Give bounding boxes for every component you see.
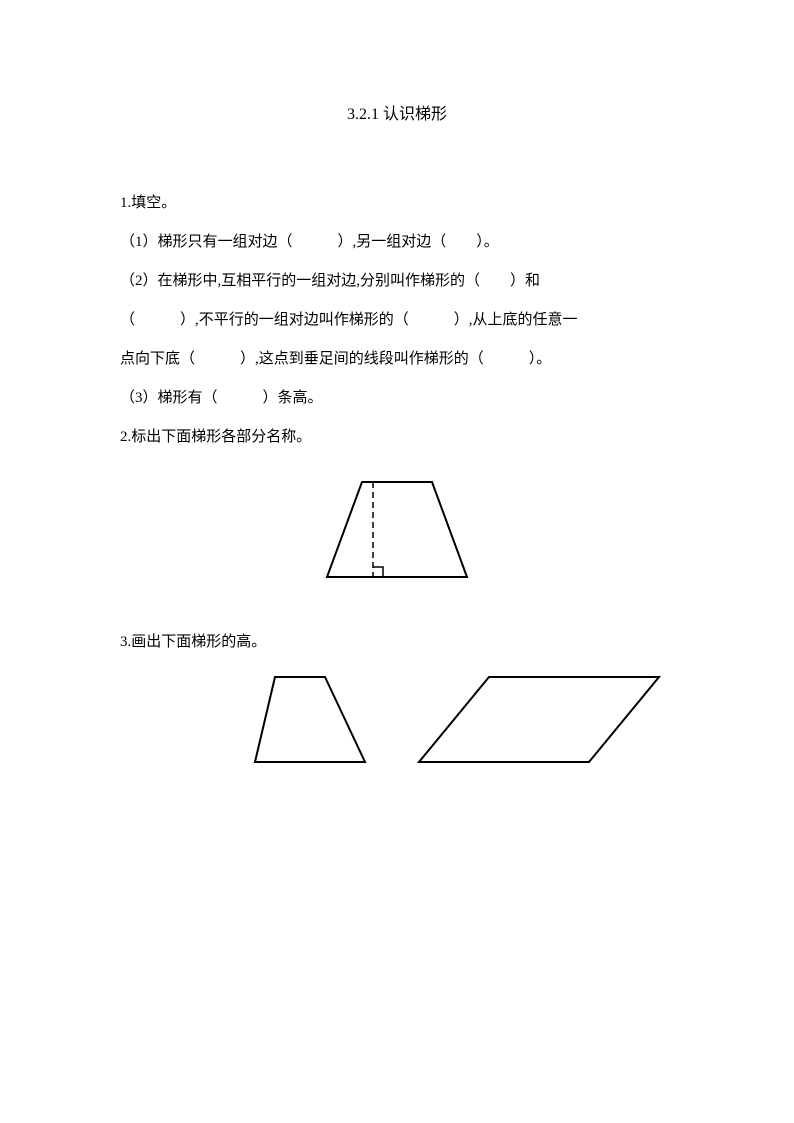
q2-label: 2.标出下面梯形各部分名称。 — [120, 418, 674, 457]
trapezoid-icon — [245, 672, 375, 772]
q1-label: 1.填空。 — [120, 184, 674, 223]
q1-item2-line2: （ ）,不平行的一组对边叫作梯形的（ ）,从上底的任意一 — [120, 301, 674, 340]
q3-label: 3.画出下面梯形的高。 — [120, 623, 674, 662]
q1-item2-line1: （2）在梯形中,互相平行的一组对边,分别叫作梯形的（ ）和 — [120, 262, 674, 301]
trapezoid-with-height-icon — [317, 477, 477, 587]
q2-figure — [120, 477, 674, 603]
document-content: 1.填空。 （1）梯形只有一组对边（ ）,另一组对边（ ）。 （2）在梯形中,互… — [120, 184, 674, 788]
q3-figures — [240, 672, 674, 788]
document-title: 3.2.1 认识梯形 — [120, 100, 674, 124]
q1-item1: （1）梯形只有一组对边（ ）,另一组对边（ ）。 — [120, 223, 674, 262]
parallelogram-trapezoid-icon — [409, 672, 669, 772]
q1-item3: （3）梯形有（ ）条高。 — [120, 379, 674, 418]
q1-item2-line3: 点向下底（ ）,这点到垂足间的线段叫作梯形的（ ）。 — [120, 340, 674, 379]
